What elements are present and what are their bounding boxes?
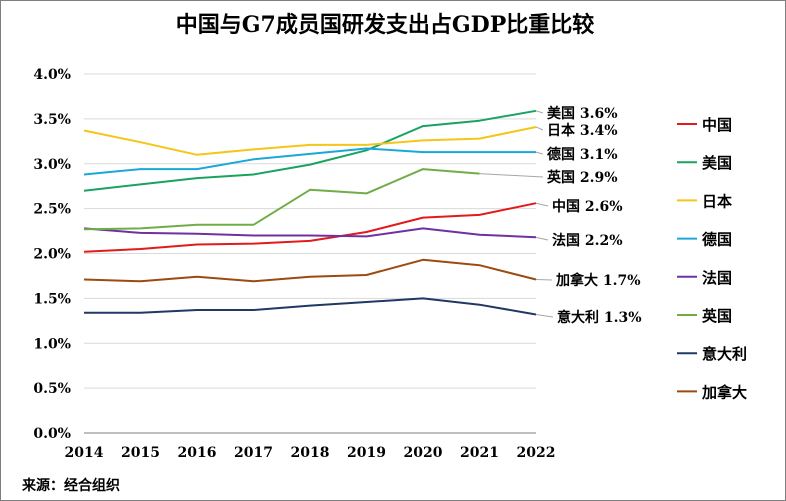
series-line-中国 <box>83 202 537 253</box>
y-tick-label: 2.5% <box>33 202 71 218</box>
legend-label: 德国 <box>702 231 732 249</box>
legend-label: 日本 <box>702 192 732 210</box>
series-line-加拿大 <box>83 258 537 283</box>
leader-line <box>479 173 544 178</box>
end-label-加拿大: 加拿大 1.7% <box>555 272 641 289</box>
y-tick-label: 1.5% <box>33 291 71 307</box>
series-line-美国 <box>83 109 537 192</box>
end-label-中国: 中国 2.6% <box>552 198 623 215</box>
leader-line <box>535 151 544 155</box>
end-label-意大利: 意大利 1.3% <box>557 309 642 326</box>
x-tick-label: 2017 <box>234 445 273 461</box>
gridlines <box>84 73 536 434</box>
x-tick-label: 2022 <box>517 445 556 461</box>
x-tick-label: 2019 <box>347 445 386 461</box>
leader-line <box>535 314 554 318</box>
x-tick-label: 2021 <box>460 445 499 461</box>
legend-label: 意大利 <box>702 345 747 363</box>
chart-title: 中国与G7成员国研发支出占GDP比重比较 <box>176 12 595 38</box>
y-tick-label: 4.0% <box>33 67 71 83</box>
legend-label: 美国 <box>702 154 732 172</box>
series-line-法国 <box>83 227 537 239</box>
legend-label: 中国 <box>702 116 732 134</box>
end-label-日本: 日本 3.4% <box>547 122 618 139</box>
legend-label: 法国 <box>702 269 732 287</box>
y-tick-label: 1.0% <box>33 336 71 352</box>
y-tick-label: 0.0% <box>33 426 71 442</box>
x-tick-label: 2018 <box>291 445 330 461</box>
y-axis-ticks: 0.0% 0.5% 1.0% 1.5% 2.0% 2.5% 3.0% 3.5% 4.0% <box>33 67 71 442</box>
end-label-德国: 德国 3.1% <box>547 146 618 163</box>
series-line-意大利 <box>84 297 537 316</box>
end-label-英国: 英国 2.9% <box>546 169 618 186</box>
x-tick-label: 2020 <box>404 445 443 461</box>
series-line-日本 <box>83 126 537 156</box>
y-tick-label: 2.0% <box>33 247 71 263</box>
x-tick-label: 2014 <box>65 445 104 461</box>
leader-line <box>535 126 544 131</box>
source-note: 来源：经合组织 <box>21 477 120 494</box>
legend-label: 加拿大 <box>701 383 747 401</box>
series-lines <box>83 109 537 316</box>
series-line-英国 <box>83 168 480 231</box>
x-axis-ticks: 2014 2015 2016 2017 2018 2019 2020 2021 2022 <box>65 445 556 461</box>
end-labels: 中国 2.6% 美国 3.6%日本 3.4% 德国 3.1% 法国 2.2% 英国 2.… <box>546 105 642 326</box>
end-label-美国: 美国 3.6% <box>547 105 618 122</box>
label-leader-lines <box>479 110 554 318</box>
y-tick-label: 0.5% <box>33 381 71 397</box>
leader-line <box>535 202 549 207</box>
series-line-德国 <box>83 147 536 176</box>
y-tick-label: 3.0% <box>33 157 71 173</box>
x-tick-label: 2015 <box>121 445 160 461</box>
x-tick-label: 2016 <box>178 445 217 461</box>
leader-line <box>535 236 549 241</box>
y-tick-label: 3.5% <box>33 112 71 128</box>
legend-label: 英国 <box>702 307 732 325</box>
end-label-法国: 法国 2.2% <box>552 232 623 249</box>
leader-line <box>535 110 544 114</box>
